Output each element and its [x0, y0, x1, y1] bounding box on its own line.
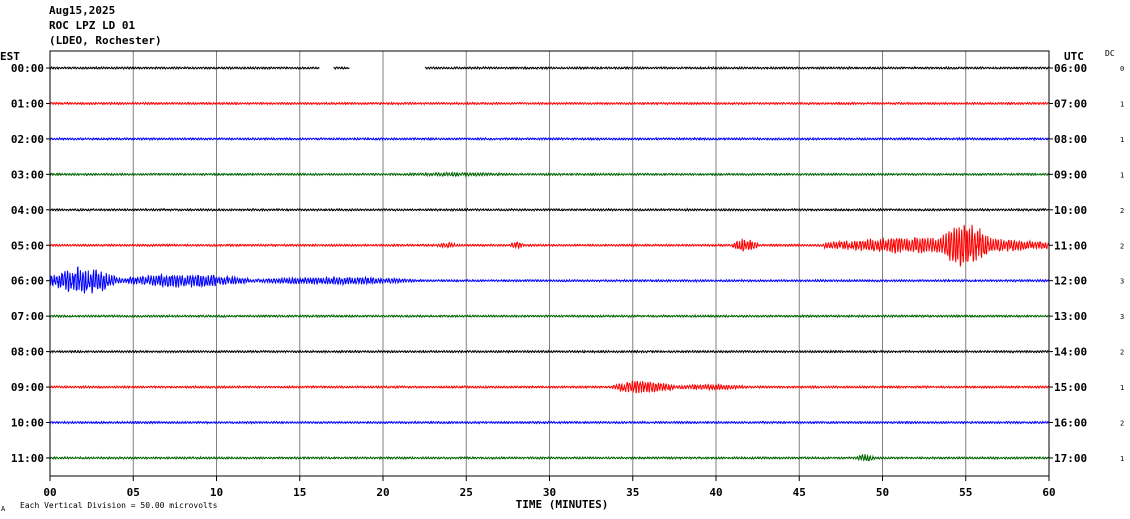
trace-0500 [49, 224, 1050, 267]
row-dc-value: 3 [1120, 278, 1124, 286]
x-tick-label: 25 [460, 486, 473, 499]
x-tick-label: 05 [127, 486, 140, 499]
row-label-utc: 10:00 [1054, 204, 1087, 217]
station-code: ROC LPZ LD 01 [49, 19, 136, 32]
row-label-utc: 17:00 [1054, 452, 1087, 465]
trace-group [49, 65, 1050, 462]
row-label-utc: 12:00 [1054, 275, 1087, 288]
x-tick-label: 60 [1042, 486, 1055, 499]
row-dc-value: 1 [1120, 171, 1124, 179]
row-dc-value: 2 [1120, 349, 1124, 357]
row-label-est: 10:00 [11, 417, 44, 430]
row-dc-value: 1 [1120, 100, 1124, 108]
row-label-est: 07:00 [11, 310, 44, 323]
row-label-est: 01:00 [11, 97, 44, 110]
row-label-utc: 15:00 [1054, 381, 1087, 394]
row-dc-value: 1 [1120, 136, 1124, 144]
row-label-est: 03:00 [11, 168, 44, 181]
x-tick-label: 45 [793, 486, 806, 499]
x-axis-title: TIME (MINUTES) [516, 498, 609, 511]
plot-frame [49, 50, 1050, 477]
x-tick-label: 50 [876, 486, 889, 499]
x-tick-label: 15 [293, 486, 306, 499]
row-dc-value: 2 [1120, 242, 1124, 250]
row-label-utc: 16:00 [1054, 417, 1087, 430]
x-tick-label: 10 [210, 486, 223, 499]
trace-0000 [49, 65, 1050, 71]
trace-1100 [49, 453, 1050, 462]
row-label-est: 00:00 [11, 62, 44, 75]
row-label-est: 11:00 [11, 452, 44, 465]
row-label-utc: 08:00 [1054, 133, 1087, 146]
row-label-est: 04:00 [11, 204, 44, 217]
row-dc-value: 1 [1120, 455, 1124, 463]
row-label-utc: 11:00 [1054, 239, 1087, 252]
row-label-utc: 06:00 [1054, 62, 1087, 75]
row-label-est: 02:00 [11, 133, 44, 146]
trace-0400 [49, 207, 1050, 213]
row-dc-value: 3 [1120, 313, 1124, 321]
trace-0100 [49, 101, 1050, 106]
row-label-utc: 07:00 [1054, 97, 1087, 110]
dc-header-label: DC [1105, 49, 1115, 58]
row-label-utc: 13:00 [1054, 310, 1087, 323]
x-tick-label: 30 [543, 486, 556, 499]
grid-lines [49, 51, 1050, 476]
network-name: (LDEO, Rochester) [49, 34, 162, 47]
x-tick-label: 35 [626, 486, 639, 499]
trace-0300 [49, 170, 1050, 178]
right-zone-label: UTC [1064, 50, 1084, 63]
row-dc-value: 1 [1120, 384, 1124, 392]
axes-group: 00 05 10 15 20 25 30 35 40 45 50 55 60 00:00 06:00 0 01:… [11, 50, 1124, 499]
row-label-est: 06:00 [11, 275, 44, 288]
x-tick-label: 40 [709, 486, 722, 499]
row-label-est: 09:00 [11, 381, 44, 394]
x-tick-label: 55 [959, 486, 972, 499]
row-label-utc: 09:00 [1054, 168, 1087, 181]
left-zone-label: EST [0, 50, 20, 63]
row-label-est: 08:00 [11, 346, 44, 359]
row-label-est: 05:00 [11, 239, 44, 252]
trace-0900 [49, 380, 1050, 394]
trace-0800 [49, 349, 1050, 355]
trace-0200 [49, 136, 1050, 142]
row-label-utc: 14:00 [1054, 346, 1087, 359]
record-date: Aug15,2025 [49, 4, 116, 17]
row-dc-value: 2 [1120, 420, 1124, 428]
row-dc-value: 0 [1120, 65, 1124, 73]
x-tick-label: 20 [376, 486, 389, 499]
trace-0700 [49, 313, 1050, 319]
row-dc-value: 2 [1120, 207, 1124, 215]
trace-0600 [49, 265, 1050, 294]
scale-note: Each Vertical Division = 50.00 microvolt… [20, 501, 218, 510]
corner-mark: A [1, 505, 6, 513]
trace-1000 [49, 420, 1050, 425]
x-tick-label: 00 [43, 486, 56, 499]
